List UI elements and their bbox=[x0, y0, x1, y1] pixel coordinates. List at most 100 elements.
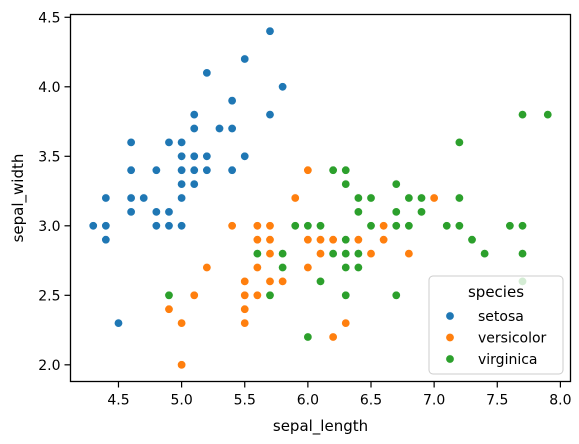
data-point-virginica bbox=[480, 249, 490, 259]
legend-items: setosa versicolor virginica bbox=[445, 309, 547, 368]
data-point-virginica bbox=[467, 235, 477, 245]
data-point-virginica bbox=[391, 207, 401, 217]
series-versicolor bbox=[164, 165, 439, 370]
data-point-versicolor bbox=[404, 249, 414, 259]
data-point-versicolor bbox=[240, 290, 250, 300]
y-tick-label: 2.0 bbox=[38, 358, 60, 374]
data-point-versicolor bbox=[177, 318, 187, 328]
legend-marker bbox=[445, 332, 455, 342]
data-point-setosa bbox=[126, 137, 136, 147]
data-point-setosa bbox=[101, 193, 111, 203]
data-point-versicolor bbox=[278, 276, 288, 286]
data-point-setosa bbox=[177, 179, 187, 189]
x-tick-label: 6.0 bbox=[297, 393, 319, 409]
data-point-setosa bbox=[189, 110, 199, 120]
data-point-versicolor bbox=[303, 263, 313, 273]
data-point-versicolor bbox=[353, 235, 363, 245]
data-point-setosa bbox=[139, 193, 149, 203]
data-point-setosa bbox=[126, 193, 136, 203]
data-point-virginica bbox=[391, 179, 401, 189]
data-point-virginica bbox=[454, 137, 464, 147]
data-point-setosa bbox=[189, 151, 199, 161]
legend-label: virginica bbox=[478, 352, 538, 368]
data-point-setosa bbox=[164, 207, 174, 217]
x-tick-label: 5.5 bbox=[234, 393, 256, 409]
data-point-versicolor bbox=[189, 290, 199, 300]
data-point-versicolor bbox=[252, 221, 262, 231]
y-tick-label: 4.0 bbox=[38, 80, 60, 96]
data-point-versicolor bbox=[366, 249, 376, 259]
data-point-setosa bbox=[177, 151, 187, 161]
y-tick-label: 3.0 bbox=[38, 219, 60, 235]
data-point-virginica bbox=[303, 221, 313, 231]
data-point-setosa bbox=[189, 165, 199, 175]
data-point-versicolor bbox=[328, 235, 338, 245]
data-point-setosa bbox=[227, 165, 237, 175]
x-axis-ticks: 4.5 5.0 5.5 6.0 6.5 7.0 7.5 8.0 bbox=[107, 381, 572, 409]
data-point-virginica bbox=[353, 249, 363, 259]
data-point-virginica bbox=[404, 193, 414, 203]
data-point-virginica bbox=[328, 165, 338, 175]
data-point-versicolor bbox=[240, 318, 250, 328]
data-point-virginica bbox=[454, 193, 464, 203]
data-point-virginica bbox=[404, 221, 414, 231]
data-point-virginica bbox=[518, 110, 528, 120]
x-tick-label: 7.0 bbox=[423, 393, 445, 409]
data-point-virginica bbox=[328, 249, 338, 259]
data-point-setosa bbox=[177, 193, 187, 203]
plot-frame bbox=[69, 13, 572, 383]
data-point-versicolor bbox=[341, 318, 351, 328]
y-tick-label: 4.5 bbox=[38, 10, 60, 26]
data-point-virginica bbox=[366, 221, 376, 231]
data-point-setosa bbox=[177, 221, 187, 231]
data-point-virginica bbox=[417, 193, 427, 203]
data-point-setosa bbox=[101, 235, 111, 245]
data-point-setosa bbox=[240, 151, 250, 161]
data-point-virginica bbox=[417, 207, 427, 217]
data-point-setosa bbox=[227, 123, 237, 133]
data-point-setosa bbox=[101, 221, 111, 231]
data-point-virginica bbox=[353, 207, 363, 217]
data-point-setosa bbox=[164, 221, 174, 231]
x-tick-label: 7.5 bbox=[486, 393, 508, 409]
y-tick-label: 2.5 bbox=[38, 288, 60, 304]
data-point-setosa bbox=[202, 151, 212, 161]
legend-item-versicolor: versicolor bbox=[445, 331, 547, 347]
legend-label: setosa bbox=[478, 309, 524, 325]
data-point-virginica bbox=[278, 249, 288, 259]
data-point-versicolor bbox=[240, 276, 250, 286]
points-layer bbox=[88, 26, 553, 370]
legend: species setosa versicolor virginica bbox=[428, 275, 564, 375]
data-point-setosa bbox=[202, 68, 212, 78]
data-point-versicolor bbox=[265, 221, 275, 231]
data-point-virginica bbox=[303, 332, 313, 342]
data-point-setosa bbox=[177, 137, 187, 147]
x-tick-label: 8.0 bbox=[549, 393, 571, 409]
data-point-versicolor bbox=[252, 290, 262, 300]
data-point-versicolor bbox=[328, 332, 338, 342]
data-point-setosa bbox=[151, 207, 161, 217]
x-axis-title: sepal_length bbox=[273, 417, 368, 436]
data-point-virginica bbox=[391, 290, 401, 300]
data-point-versicolor bbox=[290, 193, 300, 203]
data-point-setosa bbox=[278, 82, 288, 92]
data-point-versicolor bbox=[315, 249, 325, 259]
data-point-versicolor bbox=[252, 263, 262, 273]
data-point-virginica bbox=[543, 110, 553, 120]
data-point-virginica bbox=[164, 290, 174, 300]
y-axis-ticks: 2.0 2.5 3.0 3.5 4.0 4.5 bbox=[38, 10, 71, 374]
data-point-virginica bbox=[518, 221, 528, 231]
series-virginica bbox=[164, 110, 553, 342]
data-point-setosa bbox=[151, 221, 161, 231]
data-point-virginica bbox=[252, 249, 262, 259]
data-point-virginica bbox=[454, 221, 464, 231]
data-point-setosa bbox=[189, 123, 199, 133]
y-tick-label: 3.5 bbox=[38, 149, 60, 165]
data-point-setosa bbox=[113, 318, 123, 328]
legend-marker bbox=[445, 311, 455, 321]
legend-title: species bbox=[468, 283, 524, 301]
data-point-setosa bbox=[189, 179, 199, 189]
data-point-virginica bbox=[341, 263, 351, 273]
data-point-versicolor bbox=[303, 235, 313, 245]
